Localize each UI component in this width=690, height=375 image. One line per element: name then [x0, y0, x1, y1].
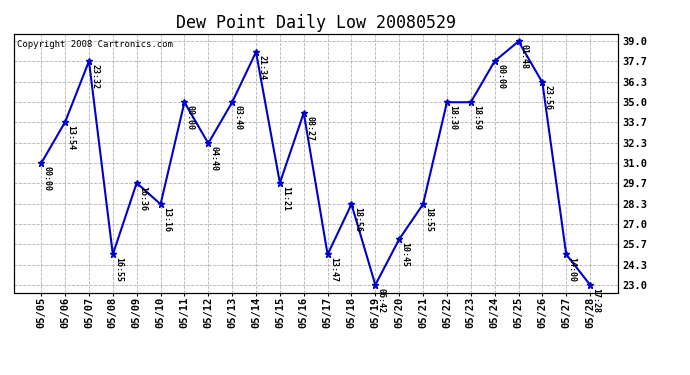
Text: 13:16: 13:16: [162, 207, 171, 232]
Text: 00:00: 00:00: [496, 64, 505, 89]
Text: 13:54: 13:54: [66, 125, 75, 150]
Text: 13:47: 13:47: [329, 257, 338, 282]
Text: 10:45: 10:45: [401, 242, 410, 267]
Text: 16:55: 16:55: [115, 257, 124, 282]
Text: 18:59: 18:59: [472, 105, 481, 130]
Text: 23:32: 23:32: [90, 64, 99, 89]
Text: 17:28: 17:28: [591, 288, 600, 313]
Text: 00:00: 00:00: [43, 166, 52, 191]
Title: Dew Point Daily Low 20080529: Dew Point Daily Low 20080529: [176, 14, 455, 32]
Text: 18:55: 18:55: [424, 207, 433, 232]
Text: 01:48: 01:48: [520, 44, 529, 69]
Text: 04:40: 04:40: [210, 146, 219, 171]
Text: 03:40: 03:40: [233, 105, 243, 130]
Text: 08:27: 08:27: [305, 116, 314, 141]
Text: 14:00: 14:00: [568, 257, 577, 282]
Text: 18:56: 18:56: [353, 207, 362, 232]
Text: 18:30: 18:30: [448, 105, 457, 130]
Text: Copyright 2008 Cartronics.com: Copyright 2008 Cartronics.com: [17, 40, 172, 49]
Text: 16:36: 16:36: [138, 186, 147, 211]
Text: 06:42: 06:42: [377, 288, 386, 313]
Text: 00:00: 00:00: [186, 105, 195, 130]
Text: 21:34: 21:34: [257, 55, 266, 80]
Text: 11:21: 11:21: [282, 186, 290, 211]
Text: 23:56: 23:56: [544, 85, 553, 110]
